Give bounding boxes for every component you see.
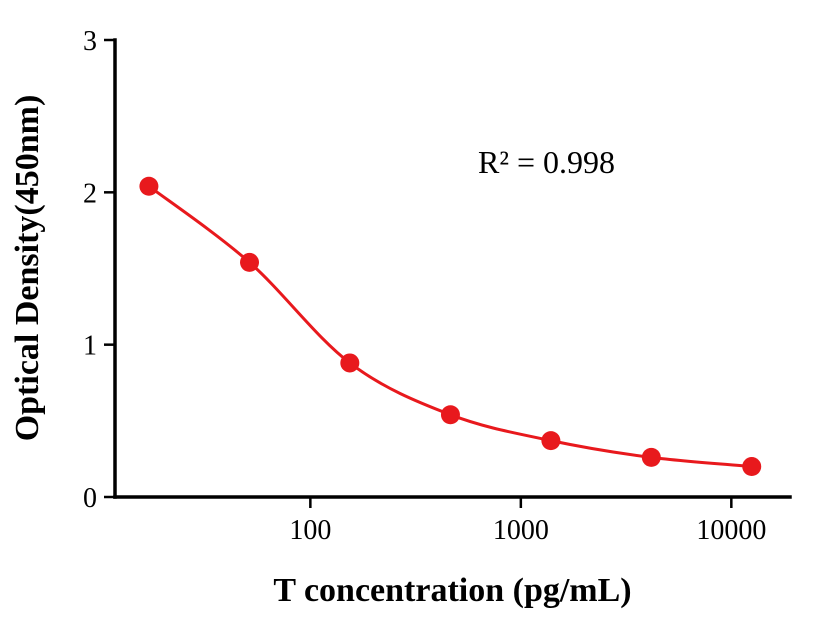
data-point	[541, 431, 561, 451]
x-tick-label: 10000	[696, 515, 766, 546]
r-squared-annotation: R² = 0.998	[478, 144, 615, 180]
data-point	[139, 176, 159, 196]
standard-curve-line	[147, 185, 752, 468]
y-tick-label: 0	[83, 483, 97, 514]
x-axis-title: T concentration (pg/mL)	[273, 572, 632, 609]
y-tick-label: 2	[83, 178, 97, 209]
y-tick-label: 1	[83, 331, 97, 362]
data-point	[340, 353, 360, 373]
y-axis-title: Optical Density(450nm)	[9, 94, 46, 442]
y-tick-label: 3	[83, 26, 97, 57]
data-point	[742, 457, 762, 477]
data-point	[641, 447, 661, 467]
x-tick-label: 100	[289, 515, 331, 546]
data-point	[240, 252, 260, 272]
data-point	[440, 405, 460, 425]
x-tick-label: 1000	[493, 515, 549, 546]
